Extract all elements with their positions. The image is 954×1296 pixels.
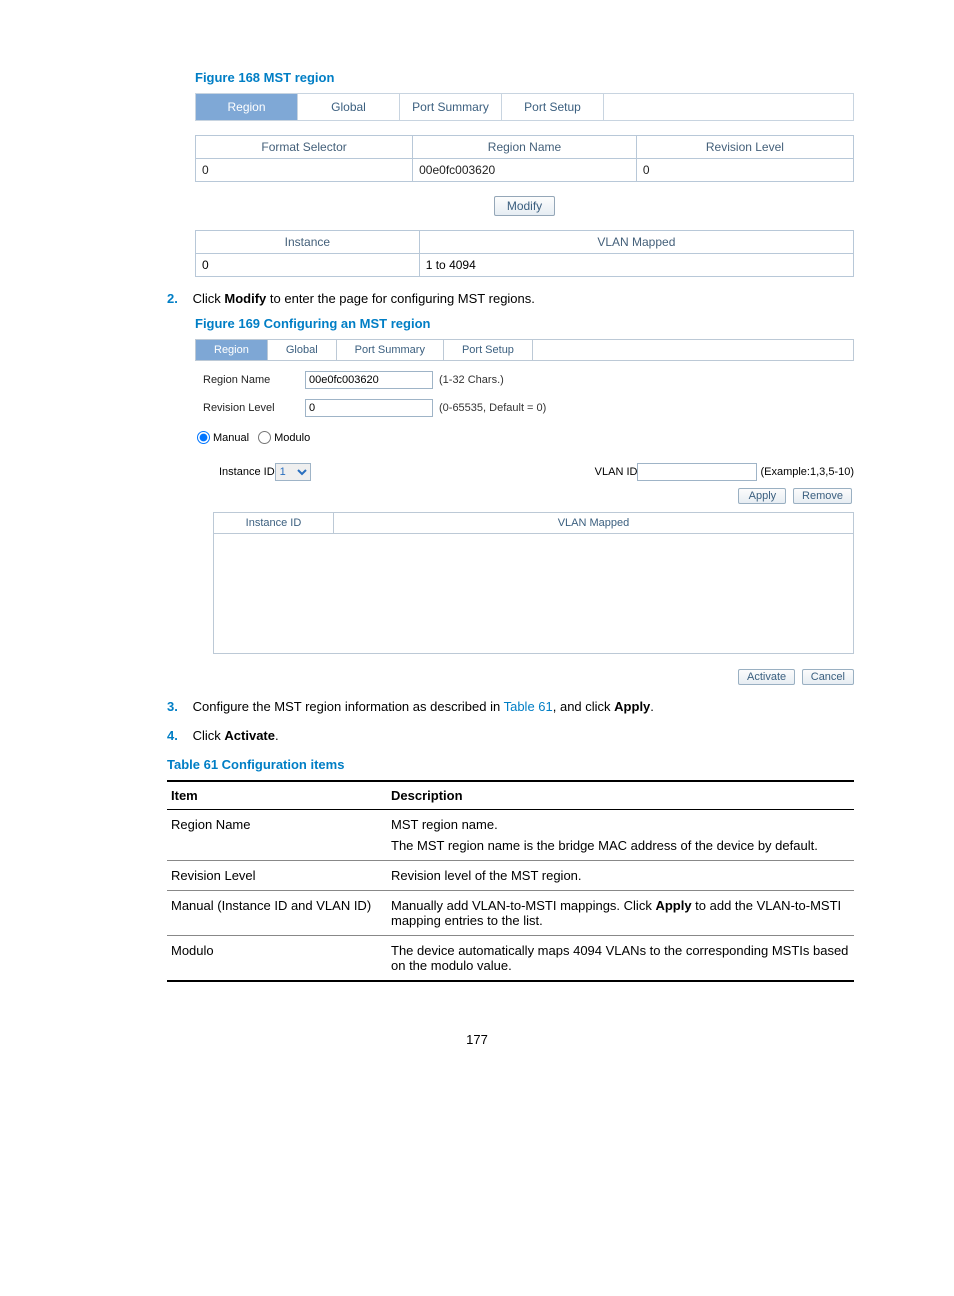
tab-region[interactable]: Region bbox=[196, 94, 298, 120]
step-4: 4. Click Activate. bbox=[167, 728, 854, 743]
cell-format-selector: 0 bbox=[196, 159, 413, 182]
step-3-mid: , and click bbox=[553, 699, 614, 714]
step-3-link[interactable]: Table 61 bbox=[504, 699, 553, 714]
row0-desc-l2: The MST region name is the bridge MAC ad… bbox=[391, 838, 850, 853]
step-4-number: 4. bbox=[167, 728, 189, 743]
step-2-bold: Modify bbox=[224, 291, 266, 306]
table-61: Item Description Region Name MST region … bbox=[167, 780, 854, 982]
row0-desc-l1: MST region name. bbox=[391, 817, 850, 832]
th-description: Description bbox=[387, 781, 854, 810]
step-3-post: . bbox=[650, 699, 654, 714]
figure-169-caption: Figure 169 Configuring an MST region bbox=[195, 316, 854, 331]
tab2-region[interactable]: Region bbox=[196, 340, 268, 360]
tab2-spacer bbox=[533, 340, 853, 360]
cell-revision-level: 0 bbox=[636, 159, 853, 182]
remove-button[interactable]: Remove bbox=[793, 488, 852, 504]
vlan-id-example: (Example:1,3,5-10) bbox=[760, 466, 854, 478]
step-4-bold: Activate bbox=[224, 728, 275, 743]
fig169-mapping-body bbox=[213, 534, 854, 654]
col-vlan-mapped: VLAN Mapped bbox=[334, 513, 853, 533]
row3-item: Modulo bbox=[167, 936, 387, 982]
header-instance: Instance bbox=[196, 231, 420, 254]
page-number: 177 bbox=[80, 1032, 874, 1047]
row2-desc-bold: Apply bbox=[655, 898, 691, 913]
tab2-port-summary[interactable]: Port Summary bbox=[337, 340, 444, 360]
apply-button[interactable]: Apply bbox=[738, 488, 786, 504]
tab2-port-setup[interactable]: Port Setup bbox=[444, 340, 533, 360]
region-name-label: Region Name bbox=[203, 374, 305, 386]
step-3-pre: Configure the MST region information as … bbox=[193, 699, 504, 714]
cancel-button[interactable]: Cancel bbox=[802, 669, 854, 685]
step-2-text-pre: Click bbox=[193, 291, 225, 306]
figure-168-caption: Figure 168 MST region bbox=[195, 70, 854, 85]
revision-level-label: Revision Level bbox=[203, 402, 305, 414]
row2-desc-pre: Manually add VLAN-to-MSTI mappings. Clic… bbox=[391, 898, 655, 913]
th-item: Item bbox=[167, 781, 387, 810]
row2-item: Manual (Instance ID and VLAN ID) bbox=[167, 891, 387, 936]
instance-id-select[interactable]: 1 bbox=[275, 463, 311, 481]
tab-spacer bbox=[604, 94, 853, 120]
step-2-number: 2. bbox=[167, 291, 189, 306]
header-vlan-mapped: VLAN Mapped bbox=[419, 231, 853, 254]
step-2-text-post: to enter the page for configuring MST re… bbox=[266, 291, 535, 306]
fig169-mapping-header: Instance ID VLAN Mapped bbox=[213, 512, 854, 534]
fig168-region-table: Format Selector Region Name Revision Lev… bbox=[195, 135, 854, 182]
row3-desc: The device automatically maps 4094 VLANs… bbox=[387, 936, 854, 982]
radio-modulo-label: Modulo bbox=[274, 432, 310, 444]
col-instance-id: Instance ID bbox=[214, 513, 334, 533]
tab2-global[interactable]: Global bbox=[268, 340, 337, 360]
header-region-name: Region Name bbox=[413, 136, 637, 159]
step-3-number: 3. bbox=[167, 699, 189, 714]
revision-level-hint: (0-65535, Default = 0) bbox=[439, 402, 546, 414]
tab-port-summary[interactable]: Port Summary bbox=[400, 94, 502, 120]
header-format-selector: Format Selector bbox=[196, 136, 413, 159]
radio-manual-input[interactable] bbox=[197, 431, 210, 444]
fig168-tabbar: Region Global Port Summary Port Setup bbox=[195, 93, 854, 121]
tab-global[interactable]: Global bbox=[298, 94, 400, 120]
instance-id-label: Instance ID bbox=[219, 466, 275, 478]
row0-item: Region Name bbox=[167, 810, 387, 861]
row0-desc: MST region name. The MST region name is … bbox=[387, 810, 854, 861]
fig169-tabbar: Region Global Port Summary Port Setup bbox=[195, 339, 854, 361]
vlan-id-label: VLAN ID bbox=[595, 466, 638, 478]
modify-button[interactable]: Modify bbox=[494, 196, 555, 216]
header-revision-level: Revision Level bbox=[636, 136, 853, 159]
step-4-pre: Click bbox=[193, 728, 225, 743]
radio-manual-label: Manual bbox=[213, 432, 249, 444]
row2-desc: Manually add VLAN-to-MSTI mappings. Clic… bbox=[387, 891, 854, 936]
vlan-id-input[interactable] bbox=[637, 463, 757, 481]
step-4-post: . bbox=[275, 728, 279, 743]
step-3: 3. Configure the MST region information … bbox=[167, 699, 854, 714]
cell-region-name: 00e0fc003620 bbox=[413, 159, 637, 182]
cell-instance: 0 bbox=[196, 254, 420, 277]
activate-button[interactable]: Activate bbox=[738, 669, 795, 685]
radio-modulo-input[interactable] bbox=[258, 431, 271, 444]
tab-port-setup[interactable]: Port Setup bbox=[502, 94, 604, 120]
revision-level-input[interactable] bbox=[305, 399, 433, 417]
step-3-bold: Apply bbox=[614, 699, 650, 714]
radio-manual[interactable]: Manual bbox=[197, 431, 249, 444]
step-2: 2. Click Modify to enter the page for co… bbox=[167, 291, 854, 306]
row1-desc: Revision level of the MST region. bbox=[387, 861, 854, 891]
region-name-input[interactable] bbox=[305, 371, 433, 389]
radio-modulo[interactable]: Modulo bbox=[258, 431, 310, 444]
row1-item: Revision Level bbox=[167, 861, 387, 891]
cell-vlan-mapped: 1 to 4094 bbox=[419, 254, 853, 277]
fig168-instance-table: Instance VLAN Mapped 0 1 to 4094 bbox=[195, 230, 854, 277]
table-61-caption: Table 61 Configuration items bbox=[167, 757, 854, 772]
region-name-hint: (1-32 Chars.) bbox=[439, 374, 504, 386]
